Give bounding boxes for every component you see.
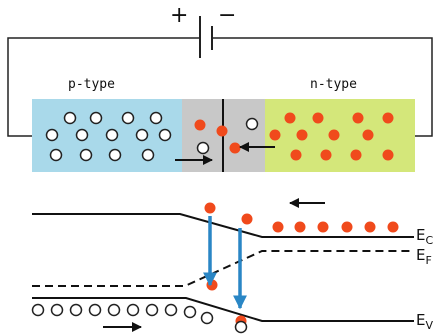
hole-icon: [108, 148, 122, 162]
electron-icon: [290, 149, 302, 161]
electron-icon: [350, 149, 362, 161]
electron-icon: [364, 221, 376, 233]
electron-icon: [382, 149, 394, 161]
p-region-holes: [45, 111, 259, 162]
hole-icon: [145, 303, 159, 317]
electron-icon: [382, 112, 394, 124]
hole-icon: [75, 128, 89, 142]
electron-icon: [206, 279, 218, 291]
electron-icon: [328, 129, 340, 141]
electron-icon: [320, 149, 332, 161]
p-type-label: p-type: [68, 77, 115, 92]
hole-icon: [149, 111, 163, 125]
battery: [199, 16, 213, 58]
electron-icon: [229, 142, 241, 154]
hole-icon: [164, 303, 178, 317]
hole-icon: [45, 128, 59, 142]
hole-icon: [63, 111, 77, 125]
hole-icon: [135, 128, 149, 142]
circuit-wire: [7, 37, 433, 137]
electron-icon: [296, 129, 308, 141]
hole-icon: [49, 148, 63, 162]
electron-icon: [294, 221, 306, 233]
electron-icon: [362, 129, 374, 141]
conduction-band-label: EC: [416, 226, 433, 247]
conduction-electrons: [204, 202, 399, 327]
valence-band-line: [32, 297, 414, 322]
valence-band-label: EV: [416, 311, 433, 332]
electron-icon: [284, 112, 296, 124]
hole-icon: [234, 320, 248, 334]
electron-icon: [317, 221, 329, 233]
battery-plus-sign: +: [170, 3, 188, 28]
electron-icon: [269, 129, 281, 141]
n-region-electrons: [194, 112, 394, 161]
hole-icon: [79, 148, 93, 162]
electron-icon: [272, 221, 284, 233]
hole-icon: [88, 303, 102, 317]
hole-icon: [141, 148, 155, 162]
electron-icon: [341, 221, 353, 233]
fermi-level-label: EF: [416, 246, 432, 267]
hole-icon: [31, 303, 45, 317]
hole-icon: [183, 305, 197, 319]
electron-icon: [352, 112, 364, 124]
n-type-label: n-type: [310, 77, 357, 92]
n-type-region: [265, 99, 415, 172]
electron-icon: [312, 112, 324, 124]
hole-icon: [107, 303, 121, 317]
fermi-level-line: [32, 250, 414, 287]
electron-icon: [194, 119, 206, 131]
electron-icon: [216, 125, 228, 137]
valence-holes: [31, 303, 248, 334]
hole-icon: [105, 128, 119, 142]
hole-icon: [200, 311, 214, 325]
hole-icon: [196, 141, 210, 155]
battery-minus-sign: −: [218, 3, 236, 28]
hole-icon: [69, 303, 83, 317]
electron-icon: [387, 221, 399, 233]
electron-icon: [204, 202, 216, 214]
electron-icon: [241, 213, 253, 225]
hole-icon: [245, 117, 259, 131]
hole-icon: [89, 111, 103, 125]
hole-icon: [50, 303, 64, 317]
hole-icon: [158, 128, 172, 142]
hole-icon: [126, 303, 140, 317]
conduction-band-line: [32, 213, 414, 238]
hole-icon: [121, 111, 135, 125]
